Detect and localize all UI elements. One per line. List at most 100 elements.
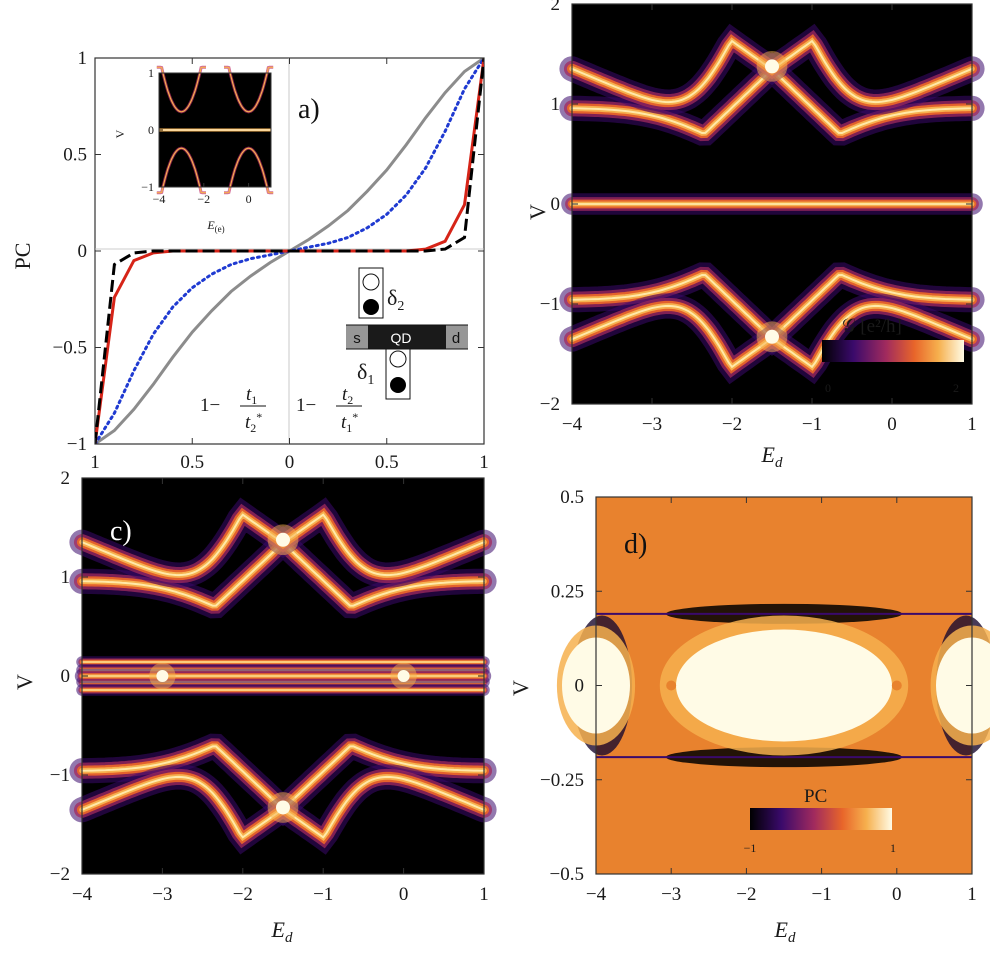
y-tick-label: 2 — [61, 468, 71, 489]
y-tick-label: −2 — [50, 864, 70, 885]
panel-d: −4 −3 −2 −1 0 1 0.5 0.25 0 −0.25 −0.5 V Ed d) PC −… — [508, 487, 990, 946]
inset-y-tick-label: −1 — [141, 180, 154, 194]
y-tick-label: 1 — [78, 48, 88, 69]
x-tick-label: 0 — [399, 884, 409, 905]
panel-c-xlabel: Ed — [271, 917, 293, 946]
y-tick-label: 1 — [551, 94, 561, 115]
pc-crossing-top — [276, 532, 290, 547]
panel-d-colorbar-max: 1 — [890, 841, 896, 855]
schematic-lead-left-fade — [346, 325, 368, 349]
panel-a-tag: a) — [298, 94, 320, 125]
panel-a-right-xlabel: 1− t2 t1* — [296, 384, 362, 435]
x-tick-label: 1 — [967, 884, 977, 905]
schematic-drain-label: d — [452, 330, 460, 347]
schematic-empty-circle-top — [362, 273, 380, 291]
x-tick-label: −4 — [72, 884, 93, 905]
pd-bright-lobe-2 — [936, 637, 990, 734]
qd-schematic: s QD d δ2 δ1 — [346, 267, 468, 400]
x-tick-label: 0 — [892, 884, 902, 905]
pc-bright-spot-right — [397, 670, 410, 682]
panel-a-left-xlabel: 1− t1 t2* — [200, 384, 266, 435]
panel-a-inset-marks — [156, 65, 274, 195]
svg-text:1−: 1− — [200, 395, 220, 416]
panel-d-ticks: −4 −3 −2 −1 0 1 0.5 0.25 0 −0.25 −0.5 — [540, 487, 977, 905]
panel-b-colorbar-gradient — [822, 340, 964, 362]
panel-c-tag: c) — [110, 516, 132, 547]
schematic-delta2-label: δ2 — [387, 285, 404, 314]
pd-pinch-0 — [666, 680, 677, 691]
panel-d-ylabel: V — [508, 680, 533, 696]
panel-b-marks — [559, 23, 985, 385]
panel-a-curves — [95, 58, 484, 444]
pd-pinch-1 — [891, 680, 902, 691]
panel-b-colorbar-min: 0 — [825, 381, 831, 395]
y-tick-label: −0.5 — [550, 864, 584, 885]
inset-y-tick-label: 1 — [148, 66, 154, 80]
x-tick-label: 1 — [967, 414, 977, 435]
inset-x-tick-label: −2 — [197, 192, 210, 206]
inset-band-0 — [156, 147, 206, 194]
series-line-3 — [95, 58, 484, 444]
schematic-filled-circle-top — [363, 299, 379, 315]
y-tick-label: −1 — [67, 434, 87, 455]
x-tick-label: −1 — [811, 884, 831, 905]
y-tick-label: 0 — [551, 194, 561, 215]
y-tick-label: −0.5 — [53, 338, 87, 359]
panel-b-colorbar: 𝒢 [e²/h] 0 2 — [822, 316, 964, 395]
panel-a-inset-xlabel: E(e) — [206, 218, 224, 234]
x-tick-label: −2 — [722, 414, 742, 435]
panel-d-marks — [556, 603, 990, 768]
panel-c-ticks: −4 −3 −2 −1 0 1 2 1 0 −1 −2 — [50, 468, 489, 905]
y-tick-label: 0.5 — [63, 145, 87, 166]
y-tick-label: 0 — [575, 676, 585, 697]
x-tick-label: 0 — [887, 414, 897, 435]
x-tick-label: 1 — [479, 452, 489, 473]
panel-b: −4 −3 −2 −1 0 1 2 1 0 −1 −2 V Ed 𝒢 [e²/h] 0 2 — [525, 0, 985, 471]
inset-x-tick-label: 0 — [246, 192, 252, 206]
panel-c-marks — [69, 497, 497, 855]
svg-text:t2*: t2* — [245, 410, 262, 435]
inset-x-tick-label: −4 — [153, 192, 166, 206]
pb-crossing-bottom — [765, 329, 779, 344]
pb-crossing-top — [765, 59, 779, 74]
panel-a-ticks: 1 0.5 0 0.5 1 1 0.5 0 −0.5 −1 — [53, 48, 489, 473]
y-tick-label: 0.25 — [551, 581, 584, 602]
y-tick-label: 1 — [61, 567, 71, 588]
panel-d-colorbar-min: −1 — [744, 841, 757, 855]
panel-b-ticks: −4 −3 −2 −1 0 1 2 1 0 −1 −2 — [540, 0, 977, 435]
panel-d-colorbar-label: PC — [804, 786, 827, 807]
x-tick-label: 0.5 — [180, 452, 204, 473]
y-tick-label: 0.5 — [560, 487, 584, 508]
panel-b-colorbar-max: 2 — [953, 381, 959, 395]
svg-text:t2: t2 — [342, 384, 353, 407]
svg-text:1−: 1− — [296, 395, 316, 416]
x-tick-label: 1 — [479, 884, 489, 905]
schematic-source-label: s — [353, 330, 361, 347]
panel-a-ylabel: PC — [10, 243, 35, 270]
panel-a-inset-ylabel: V — [113, 129, 127, 138]
panel-b-colorbar-label: 𝒢 [e²/h] — [842, 316, 902, 337]
x-tick-label: 0 — [285, 452, 295, 473]
schematic-delta1-label: δ1 — [357, 359, 374, 388]
schematic-filled-circle-bottom — [390, 377, 406, 393]
x-tick-label: −2 — [233, 884, 253, 905]
inset-band-0 — [156, 66, 206, 113]
panel-c: −4 −3 −2 −1 0 1 2 1 0 −1 −2 V Ed c) — [12, 468, 497, 946]
y-tick-label: 2 — [551, 0, 561, 15]
panel-d-colorbar-gradient — [750, 808, 892, 830]
panel-b-ylabel: V — [525, 204, 550, 220]
pc-bright-spot-left — [156, 670, 169, 682]
svg-text:t1*: t1* — [341, 410, 358, 435]
x-tick-label: −1 — [802, 414, 822, 435]
panel-a: 1 0.5 0 0.5 1 1 0.5 0 −0.5 −1 PC a) 1− t1 t2* 1− … — [10, 48, 489, 473]
panel-d-xlabel: Ed — [774, 917, 796, 946]
y-tick-label: −0.25 — [540, 770, 584, 791]
x-tick-label: −4 — [562, 414, 583, 435]
x-tick-label: −2 — [736, 884, 756, 905]
schematic-lead-right-fade — [446, 325, 468, 349]
x-tick-label: −4 — [586, 884, 607, 905]
panel-d-tag: d) — [624, 529, 647, 560]
panel-a-inset: −4 −2 0 1 0 −1 V E(e) — [113, 65, 274, 234]
x-tick-label: 0.5 — [375, 452, 399, 473]
